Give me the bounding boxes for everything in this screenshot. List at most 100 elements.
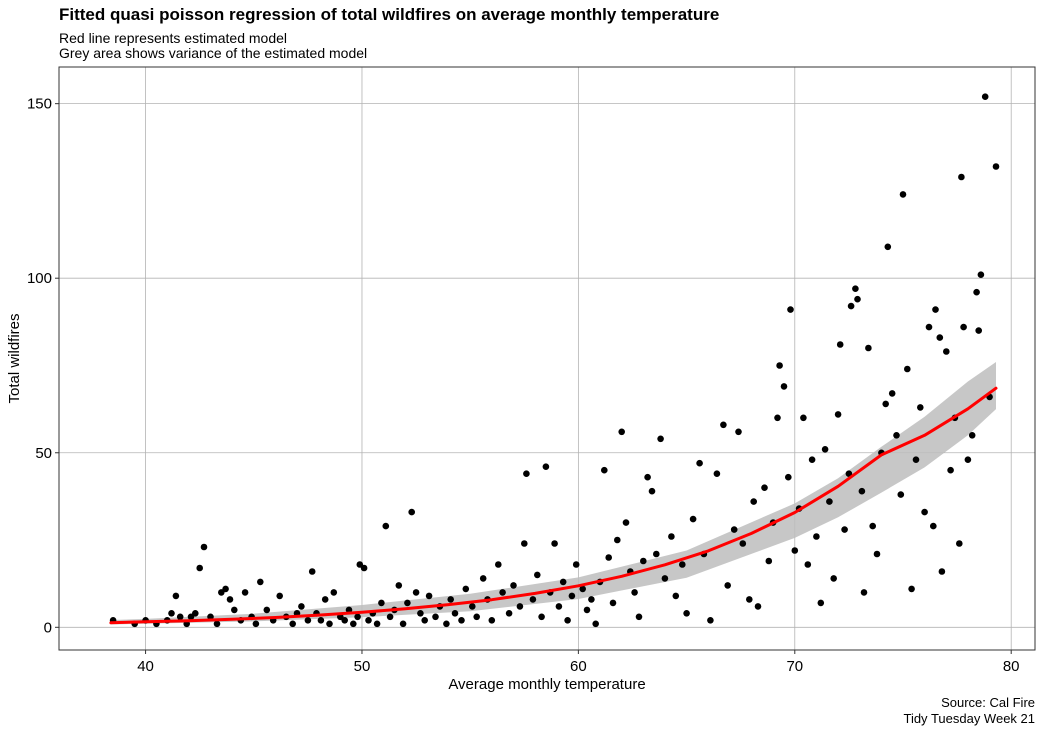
data-point — [897, 491, 905, 498]
data-point — [713, 470, 721, 478]
data-point — [653, 550, 660, 558]
data-point — [893, 432, 900, 439]
data-point — [865, 344, 872, 352]
data-point — [425, 592, 433, 600]
data-point — [412, 589, 420, 596]
data-point — [720, 421, 727, 429]
data-point — [330, 589, 338, 596]
x-tick-label: 60 — [570, 658, 587, 675]
data-point — [847, 302, 855, 310]
data-point — [354, 613, 361, 621]
y-tick-label: 150 — [27, 96, 52, 113]
data-point — [373, 620, 381, 628]
data-point — [845, 470, 853, 478]
data-point — [780, 383, 788, 390]
data-point — [321, 596, 329, 603]
y-tick-label: 100 — [27, 270, 52, 287]
data-point — [689, 515, 697, 523]
data-point — [707, 617, 714, 624]
data-point — [252, 620, 260, 628]
data-point — [724, 582, 731, 589]
data-point — [469, 603, 476, 610]
data-point — [776, 362, 783, 369]
data-point — [852, 285, 859, 293]
data-point — [631, 589, 638, 596]
data-point — [495, 561, 502, 568]
data-point — [765, 557, 773, 565]
data-point — [668, 533, 675, 540]
data-point — [618, 428, 625, 436]
data-point — [579, 585, 586, 593]
data-point — [534, 571, 541, 579]
data-point — [360, 564, 368, 572]
data-point — [904, 365, 911, 373]
data-point — [479, 575, 487, 582]
x-axis-title: Average monthly temperature — [448, 676, 645, 693]
data-point — [882, 400, 889, 408]
data-point — [860, 589, 868, 596]
data-point — [473, 613, 481, 621]
data-point — [761, 484, 768, 492]
data-point — [200, 543, 208, 551]
data-point — [884, 243, 892, 251]
data-point — [213, 620, 221, 628]
data-point — [417, 610, 424, 617]
data-point — [817, 599, 825, 607]
data-point — [661, 575, 669, 582]
data-point — [276, 592, 284, 600]
data-point — [821, 446, 829, 453]
data-point — [635, 613, 643, 621]
data-point — [992, 163, 1000, 170]
data-point — [568, 592, 576, 600]
data-point — [308, 568, 316, 575]
data-point — [672, 592, 680, 600]
data-point — [899, 191, 907, 198]
data-point — [739, 540, 747, 547]
x-tick-label: 50 — [354, 658, 371, 675]
grid-lines — [59, 67, 1035, 650]
data-point — [257, 578, 264, 586]
data-point — [592, 620, 599, 628]
data-point — [609, 599, 617, 607]
data-point — [858, 487, 866, 495]
data-point — [196, 564, 203, 572]
data-point — [588, 596, 595, 603]
data-point — [176, 613, 184, 621]
data-point — [350, 620, 357, 628]
data-point — [813, 533, 820, 540]
chart-title: Fitted quasi poisson regression of total… — [59, 5, 720, 24]
data-point — [395, 582, 403, 589]
data-point — [644, 473, 651, 481]
data-point — [614, 536, 621, 544]
x-tick-label: 40 — [137, 658, 154, 675]
data-point — [529, 596, 537, 603]
data-point — [854, 295, 861, 303]
data-point — [648, 487, 656, 495]
data-point — [936, 334, 944, 341]
x-tick-label: 70 — [786, 658, 803, 675]
data-point — [808, 456, 816, 464]
data-point — [542, 463, 550, 471]
data-point — [326, 620, 333, 628]
y-tick-label: 0 — [44, 619, 52, 636]
data-point — [746, 596, 753, 603]
data-point — [826, 498, 833, 505]
data-point — [964, 456, 972, 464]
data-point — [192, 610, 199, 617]
data-point — [841, 526, 848, 533]
data-point — [657, 435, 664, 443]
data-point — [226, 596, 234, 603]
data-point — [921, 508, 928, 516]
data-point — [289, 620, 297, 628]
data-point — [365, 617, 372, 624]
data-point — [981, 93, 989, 100]
data-point — [968, 432, 976, 439]
data-point — [943, 348, 950, 355]
caption-week: Tidy Tuesday Week 21 — [903, 711, 1035, 726]
data-point — [523, 470, 530, 478]
data-point — [572, 561, 580, 568]
chart-subtitle-line-2: Grey area shows variance of the estimate… — [59, 45, 368, 61]
data-point — [172, 592, 180, 600]
data-point — [696, 459, 703, 467]
